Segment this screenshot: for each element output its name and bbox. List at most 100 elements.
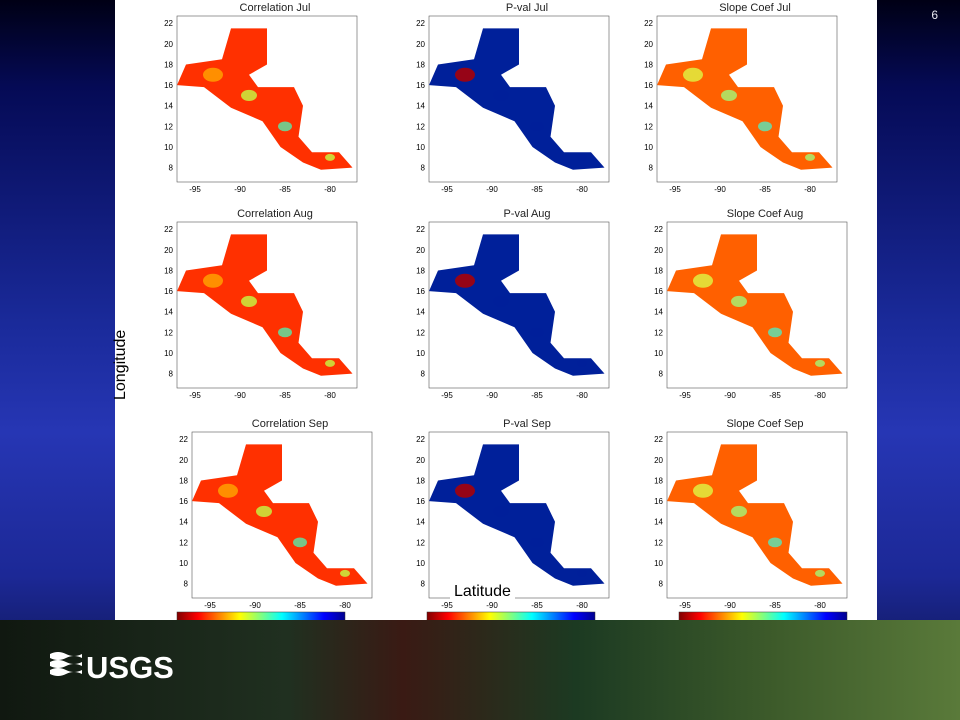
lat-tick-label: 8 <box>421 164 426 173</box>
lat-tick-label: 14 <box>416 102 425 111</box>
lat-tick-label: 10 <box>644 143 653 152</box>
lat-tick-label: 20 <box>654 246 663 255</box>
usgs-logo-text: USGS <box>86 650 174 682</box>
map-slope-aug: 22 20 18 16 14 12 10 8 -95 -90 -85 -80 Slope Coef A… <box>645 206 885 406</box>
lat-tick-label: 10 <box>416 349 425 358</box>
region-fill <box>429 28 605 170</box>
lat-tick-label: 20 <box>416 456 425 465</box>
lat-tick-label: 8 <box>421 580 426 589</box>
lat-tick-label: 18 <box>179 476 188 485</box>
region-blob <box>693 273 713 288</box>
map-title: Slope Coef Aug <box>726 208 804 220</box>
lat-tick-label: 12 <box>164 122 173 131</box>
lat-tick-label: 22 <box>164 225 173 234</box>
lat-tick-label: 16 <box>654 287 663 296</box>
region-blob <box>530 327 544 338</box>
region-blob <box>577 153 587 161</box>
region-blob <box>455 483 475 498</box>
lon-tick-label: -85 <box>769 601 781 610</box>
map-title: P-val Jul <box>505 2 549 14</box>
lat-tick-label: 12 <box>654 328 663 337</box>
lon-tick-label: -85 <box>769 391 781 400</box>
lat-tick-label: 8 <box>184 580 189 589</box>
region-blob <box>731 505 747 518</box>
lon-tick-label: -85 <box>531 601 543 610</box>
lat-tick-label: 14 <box>179 518 188 527</box>
lat-tick-label: 20 <box>179 456 188 465</box>
map-plot: 22 20 18 16 14 12 10 8 -95 -90 -85 -80 <box>654 221 848 400</box>
region-fill <box>177 234 353 376</box>
lat-tick-label: 18 <box>654 266 663 275</box>
lon-tick-label: -95 <box>441 185 453 194</box>
region-blob <box>768 327 782 338</box>
lat-tick-label: 14 <box>654 308 663 317</box>
lat-tick-label: 12 <box>654 538 663 547</box>
lat-tick-label: 10 <box>654 559 663 568</box>
lat-tick-label: 12 <box>416 538 425 547</box>
map-title: Slope Coef Sep <box>726 418 804 430</box>
map-title: Slope Coef Jul <box>719 2 791 14</box>
lat-tick-label: 10 <box>654 349 663 358</box>
region-blob <box>325 153 335 161</box>
map-title: P-val Sep <box>503 418 551 430</box>
lat-tick-label: 8 <box>421 370 426 379</box>
region-blob <box>325 359 335 367</box>
map-plot: 22 20 18 16 14 12 10 8 -95 -90 -85 -80 <box>179 431 373 610</box>
lat-tick-label: 14 <box>654 518 663 527</box>
lon-tick-label: -90 <box>249 601 261 610</box>
map-correlation-sep: 22 20 18 16 14 12 10 8 -95 -90 -85 -80 Correlation … <box>170 416 410 616</box>
lon-tick-label: -95 <box>669 185 681 194</box>
region-blob <box>203 273 223 288</box>
lat-tick-label: 16 <box>416 81 425 90</box>
lat-tick-label: 18 <box>654 476 663 485</box>
lat-tick-label: 22 <box>164 19 173 28</box>
lat-tick-label: 22 <box>654 435 663 444</box>
region-blob <box>530 537 544 548</box>
lon-tick-label: -80 <box>814 601 826 610</box>
region-blob <box>340 569 350 577</box>
map-title: Correlation Jul <box>239 2 311 14</box>
slide-number: 6 <box>931 8 938 22</box>
lon-tick-label: -85 <box>279 185 291 194</box>
lat-tick-label: 10 <box>164 143 173 152</box>
lat-tick-label: 18 <box>416 266 425 275</box>
lat-tick-label: 18 <box>416 60 425 69</box>
lat-tick-label: 16 <box>179 497 188 506</box>
region-blob <box>256 505 272 518</box>
lat-tick-label: 12 <box>644 122 653 131</box>
region-fill <box>657 28 833 170</box>
figure-panel: 22 20 18 16 14 12 10 8 -95 -90 -85 -80 Correlation … <box>112 0 877 648</box>
region-blob <box>493 89 509 102</box>
lat-tick-label: 14 <box>416 308 425 317</box>
region-blob <box>293 537 307 548</box>
region-fill <box>192 444 368 586</box>
lat-tick-label: 22 <box>416 435 425 444</box>
lat-tick-label: 20 <box>164 246 173 255</box>
lat-tick-label: 20 <box>416 246 425 255</box>
map-pval-aug: 22 20 18 16 14 12 10 8 -95 -90 -85 -80 P-val Aug <box>407 206 647 406</box>
map-pval-sep: 22 20 18 16 14 12 10 8 -95 -90 -85 -80 P-val Sep <box>407 416 647 616</box>
lon-tick-label: -95 <box>441 601 453 610</box>
region-blob <box>805 153 815 161</box>
lat-tick-label: 16 <box>654 497 663 506</box>
region-blob <box>815 359 825 367</box>
lat-tick-label: 10 <box>179 559 188 568</box>
lon-tick-label: -95 <box>189 391 201 400</box>
lat-tick-label: 18 <box>416 476 425 485</box>
region-blob <box>455 273 475 288</box>
region-blob <box>241 89 257 102</box>
map-plot: 22 20 18 16 14 12 10 8 -95 -90 -85 -80 <box>416 221 610 400</box>
lat-tick-label: 16 <box>164 287 173 296</box>
y-axis-label: Longitude <box>112 329 129 400</box>
map-plot: 22 20 18 16 14 12 10 8 -95 -90 -85 -80 <box>164 15 358 194</box>
lon-tick-label: -85 <box>759 185 771 194</box>
lon-tick-label: -90 <box>714 185 726 194</box>
region-blob <box>577 359 587 367</box>
lat-tick-label: 16 <box>416 497 425 506</box>
lat-tick-label: 22 <box>416 19 425 28</box>
lat-tick-label: 22 <box>179 435 188 444</box>
lat-tick-label: 20 <box>654 456 663 465</box>
lon-tick-label: -90 <box>724 391 736 400</box>
lon-tick-label: -80 <box>324 185 336 194</box>
lat-tick-label: 10 <box>416 559 425 568</box>
